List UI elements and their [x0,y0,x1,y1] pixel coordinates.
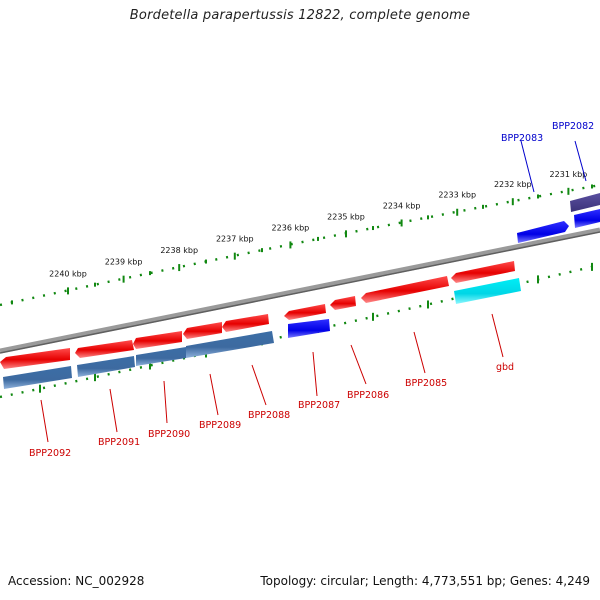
label-bpp2092[interactable]: BPP2092 [29,448,71,459]
leader-bpp2089 [209,373,219,416]
ruler-major-ticks [11,184,593,305]
ruler-label: 2232 kbp [494,180,532,189]
leader-bpp2082 [574,140,587,182]
gene-bpp2083[interactable] [517,221,569,243]
gene-bpp2089[interactable] [183,322,222,339]
ruler-label: 2233 kbp [438,191,476,200]
gene-bpp2090-rev[interactable] [136,347,186,366]
label-bpp2088[interactable]: BPP2088 [248,410,290,421]
genome-backbone-shadow [0,231,600,354]
ruler-label: 2237 kbp [216,235,254,244]
reverse-strand-genes [3,193,600,389]
label-gbd[interactable]: gbd [496,362,514,373]
ruler-label: 2235 kbp [327,212,365,221]
label-bpp2090[interactable]: BPP2090 [148,429,190,440]
gene-bpp2092-rev[interactable] [3,366,72,389]
gene-bpp2090[interactable] [133,331,182,349]
label-bpp2087[interactable]: BPP2087 [298,400,340,411]
gene-bpp2091[interactable] [75,340,134,358]
gene-bpp2087-rev[interactable] [288,319,330,338]
gene-labels: BPP2082 BPP2083 gbd BPP2085 BPP2086 BPP2… [29,121,594,459]
gene-gbd-reverse[interactable] [454,278,521,304]
gene-bpp2092[interactable] [0,348,70,369]
forward-strand-genes [0,261,515,369]
leader-bpp2091 [109,388,118,433]
gene-bpp2082[interactable] [570,193,600,212]
leader-gbd [491,313,504,358]
label-bpp2082[interactable]: BPP2082 [552,121,594,132]
gene-bpp2085[interactable] [361,276,449,303]
leader-bpp2090 [163,380,168,424]
leader-bpp2088 [251,364,267,406]
leader-bpp2083 [520,140,535,193]
leader-bpp2087 [312,351,318,397]
genome-title: Bordetella parapertussis 12822, complete… [129,8,471,23]
label-bpp2083[interactable]: BPP2083 [501,133,543,144]
label-bpp2091[interactable]: BPP2091 [98,437,140,448]
gene-bpp2091-rev[interactable] [77,356,135,377]
gene-bpp2086[interactable] [330,296,356,310]
accession-text: Accession: NC_002928 [8,574,145,588]
ruler-labels: 2240 kbp 2239 kbp 2238 kbp 2237 kbp 2236 kbp… [49,170,587,279]
ruler-label: 2236 kbp [272,223,310,232]
gene-leader-lines [40,140,587,443]
gene-gbd-forward[interactable] [451,261,515,283]
gene-bpp2087[interactable] [284,304,326,320]
label-bpp2089[interactable]: BPP2089 [199,420,241,431]
topology-text: Topology: circular; Length: 4,773,551 bp… [260,574,590,588]
ruler-label: 2239 kbp [105,258,143,267]
leader-bpp2092 [40,399,49,443]
label-bpp2086[interactable]: BPP2086 [347,390,389,401]
label-bpp2085[interactable]: BPP2085 [405,378,447,389]
ruler-label: 2231 kbp [550,170,588,179]
outer-ruler: 2240 kbp 2239 kbp 2238 kbp 2237 kbp 2236 kbp… [0,170,600,307]
gene-bpp2088[interactable] [222,314,269,332]
leader-bpp2086 [350,344,367,385]
ruler-label: 2240 kbp [49,269,87,278]
leader-bpp2085 [413,331,426,374]
gene-bpp2089-rev[interactable] [186,331,274,358]
ruler-label: 2238 kbp [160,246,198,255]
gene-bpp2082-rev[interactable] [574,209,600,228]
genome-backbone [0,227,600,354]
ruler-label: 2234 kbp [383,201,421,210]
